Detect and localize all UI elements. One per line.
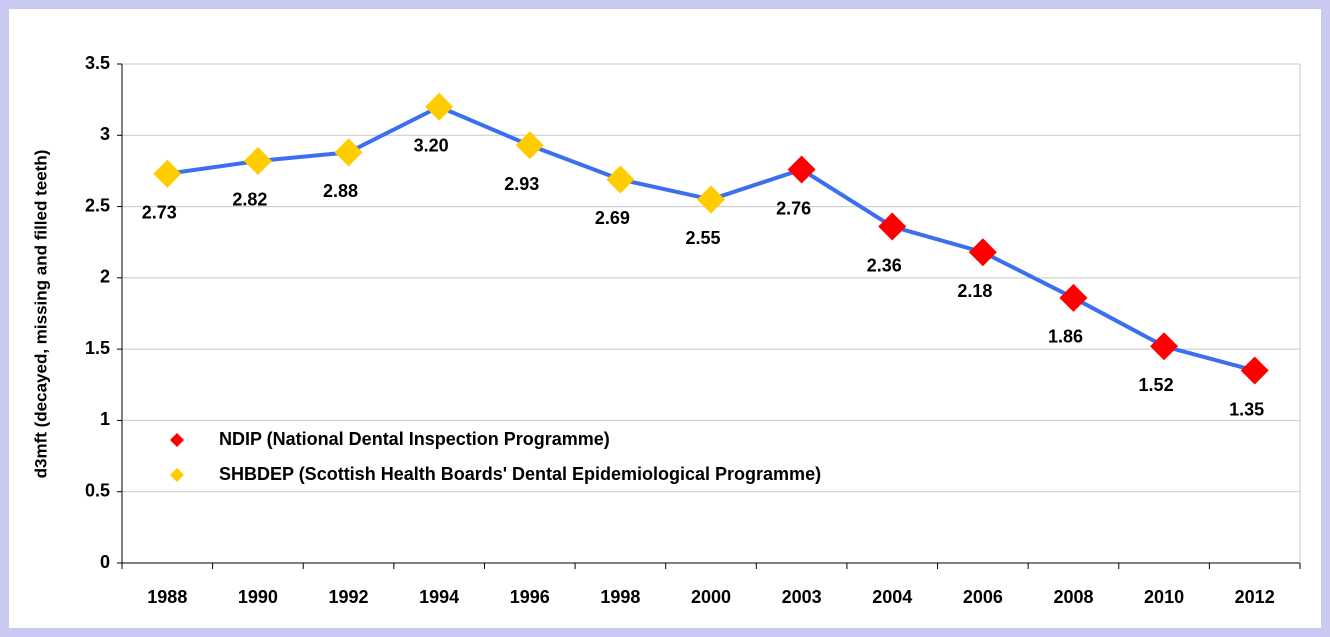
point-marker (425, 92, 454, 121)
value-label: 2.88 (323, 181, 358, 201)
value-label: 2.73 (142, 203, 177, 223)
line-segment (1163, 344, 1256, 373)
chart: d3mft (decayed, missing and filled teeth… (31, 53, 1301, 607)
x-tick-label: 2012 (1235, 587, 1275, 607)
value-label: 2.69 (595, 208, 630, 228)
value-label: 1.52 (1139, 375, 1174, 395)
line-segment (981, 250, 1075, 300)
y-tick-label: 2.5 (85, 195, 110, 215)
point-marker (968, 238, 997, 267)
y-tick-label: 0 (100, 552, 110, 572)
point-marker (787, 155, 816, 184)
y-tick-label: 3 (100, 124, 110, 144)
x-tick-label: 2004 (872, 587, 912, 607)
y-tick-label: 1 (100, 409, 110, 429)
point-marker (243, 146, 272, 175)
point-marker (1150, 332, 1179, 361)
point-marker (153, 159, 182, 188)
line-segment (438, 104, 531, 148)
point-marker (697, 185, 725, 214)
line-segment (710, 167, 803, 202)
value-label: 1.86 (1048, 327, 1083, 347)
x-tick-label: 1988 (147, 587, 187, 607)
x-tick-label: 1998 (600, 587, 640, 607)
y-tick-label: 2 (100, 267, 110, 287)
line-segment (167, 158, 259, 176)
point-marker (878, 212, 907, 241)
value-label: 1.35 (1229, 399, 1264, 419)
value-label: 2.36 (867, 255, 902, 275)
point-marker (334, 138, 363, 167)
x-tick-label: 2008 (1053, 587, 1093, 607)
x-tick-label: 2000 (691, 587, 731, 607)
point-marker (1059, 283, 1088, 312)
line-segment (1072, 296, 1166, 349)
y-tick-label: 0.5 (85, 480, 110, 500)
x-tick-label: 1994 (419, 587, 459, 607)
y-tick-label: 3.5 (85, 53, 110, 73)
point-marker (515, 131, 544, 160)
legend-marker (170, 433, 184, 447)
line-segment (800, 167, 894, 229)
y-axis-label: d3mft (decayed, missing and filled teeth… (31, 150, 50, 479)
value-label: 3.20 (414, 136, 449, 156)
x-tick-label: 2010 (1144, 587, 1184, 607)
line-segment (619, 177, 712, 202)
legend-label: SHBDEP (Scottish Health Boards' Dental E… (219, 464, 821, 484)
y-tick-label: 1.5 (85, 338, 110, 358)
point-marker (1240, 356, 1269, 385)
value-label: 2.55 (685, 228, 720, 248)
value-label: 2.93 (504, 174, 539, 194)
x-tick-label: 1990 (238, 587, 278, 607)
value-label: 2.18 (957, 281, 992, 301)
line-segment (891, 224, 984, 255)
value-label: 2.76 (776, 198, 811, 218)
line-segment (529, 143, 622, 182)
x-tick-label: 1996 (510, 587, 550, 607)
line-segment (347, 104, 441, 155)
x-tick-label: 2003 (782, 587, 822, 607)
x-tick-label: 2006 (963, 587, 1003, 607)
x-tick-label: 1992 (329, 587, 369, 607)
line-segment (257, 150, 349, 163)
legend-marker (170, 468, 184, 482)
value-label: 2.82 (232, 190, 267, 210)
point-marker (606, 165, 635, 194)
legend-label: NDIP (National Dental Inspection Program… (219, 429, 610, 449)
